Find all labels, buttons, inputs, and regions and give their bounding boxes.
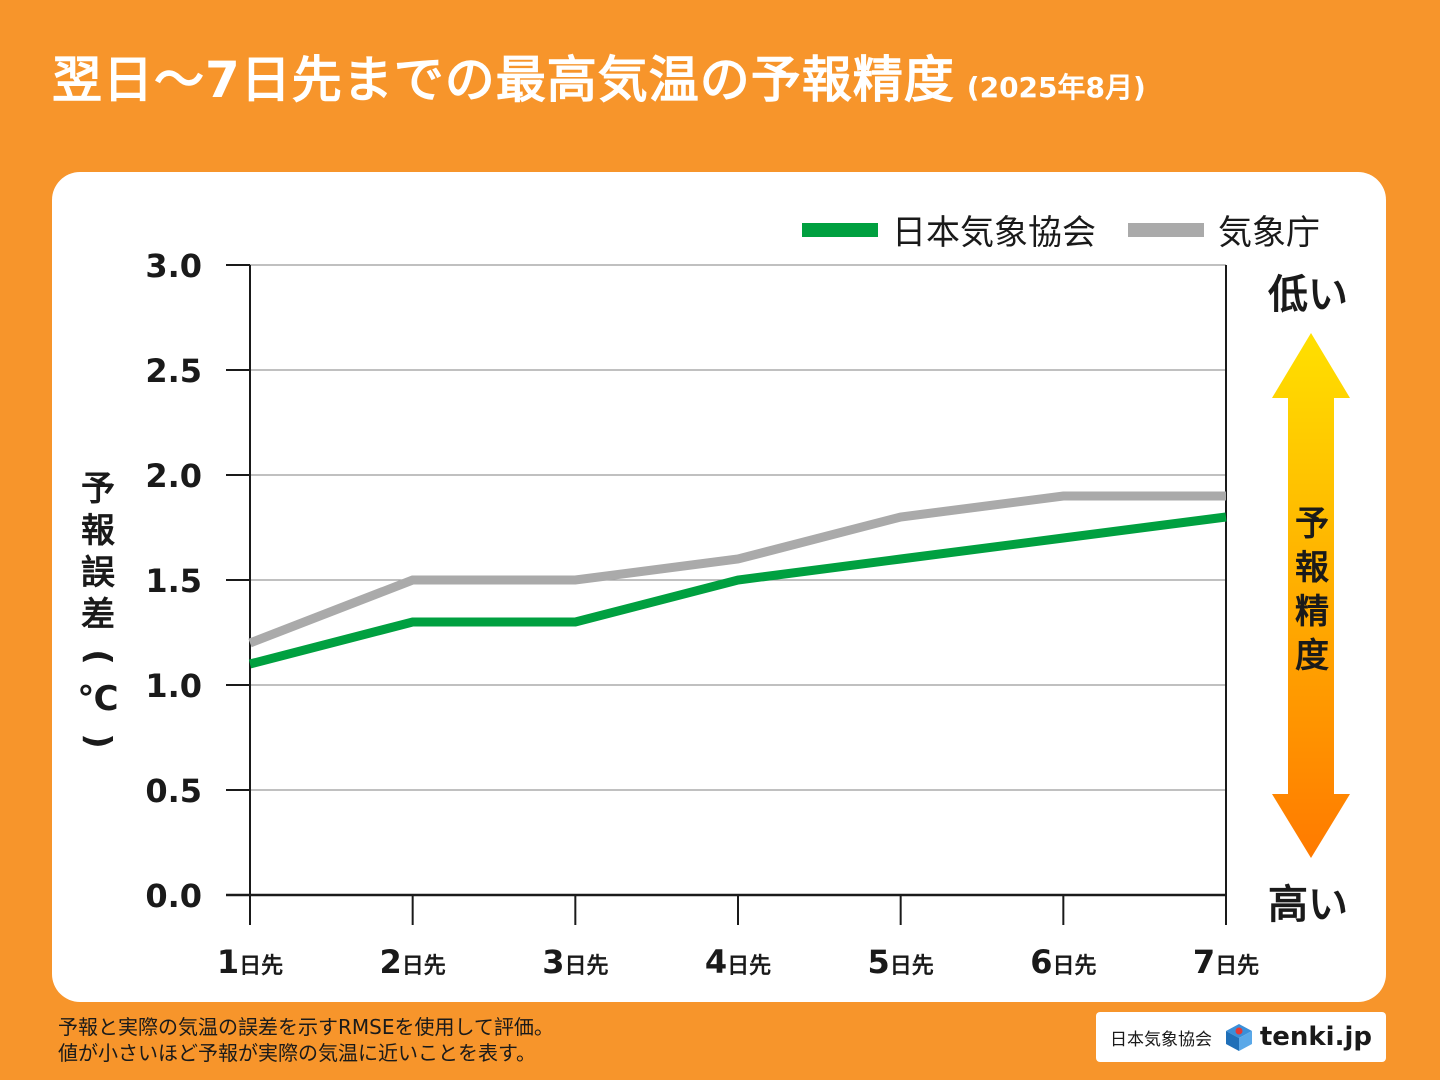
legend-label-jwa: 日本気象協会 [892, 213, 1096, 253]
y-tick-label: 0.0 [145, 877, 202, 915]
y-axis-label-char: 予 [81, 469, 115, 509]
tenki-logo[interactable]: tenki.jp [1224, 1022, 1372, 1052]
y-axis-label-char: ℃ [77, 679, 119, 719]
accuracy-label-char: 報 [1295, 548, 1329, 588]
accuracy-arrow [1272, 333, 1350, 858]
x-tick-label: 5日先 [868, 943, 934, 981]
legend-swatch-jwa [802, 222, 878, 237]
chart-title: 翌日〜7日先までの最高気温の予報精度 (2025年8月) [52, 55, 1146, 105]
accuracy-label-char: 予 [1295, 504, 1329, 544]
legend-item-jma: 気象庁 [1128, 205, 1320, 254]
y-axis-label: 予 報 誤 差 ( ℃ ) [76, 468, 120, 762]
x-tick-label: 6日先 [1030, 943, 1096, 981]
footnote: 予報と実際の気温の誤差を示すRMSEを使用して評価。 値が小さいほど予報が実際の… [58, 1014, 554, 1066]
y-tick-label: 3.0 [145, 247, 202, 285]
series-line-jma [248, 491, 1226, 648]
footnote-line: 値が小さいほど予報が実際の気温に近いことを表す。 [58, 1041, 536, 1065]
y-axis-label-char: ( [78, 649, 118, 665]
y-tick-label: 0.5 [145, 772, 202, 810]
legend-swatch-jma [1128, 222, 1204, 237]
footnote-line: 予報と実際の気温の誤差を示すRMSEを使用して評価。 [58, 1015, 554, 1039]
accuracy-high-label: 高い [1268, 882, 1348, 928]
accuracy-low-label: 低い [1268, 272, 1348, 318]
y-tick-label: 1.0 [145, 667, 202, 705]
x-tick-label: 1日先 [217, 943, 283, 981]
x-tick-label: 3日先 [542, 943, 608, 981]
y-axis-label-char: ) [78, 733, 118, 749]
legend-label-jma: 気象庁 [1218, 213, 1320, 253]
brand-badge: 日本気象協会 tenki.jp [1096, 1012, 1386, 1062]
accuracy-label-char: 精 [1295, 592, 1329, 632]
chart-title-main: 翌日〜7日先までの最高気温の予報精度 [52, 51, 955, 109]
x-tick-label: 7日先 [1193, 943, 1259, 981]
y-axis-label-char: 誤 [81, 553, 115, 593]
y-axis-label-char: 報 [81, 511, 115, 551]
legend-item-jwa: 日本気象協会 [802, 205, 1096, 254]
y-tick-label: 2.5 [145, 352, 202, 390]
legend: 日本気象協会 気象庁 [788, 205, 1320, 254]
y-tick-label: 2.0 [145, 457, 202, 495]
y-axis-label-char: 差 [81, 595, 115, 635]
accuracy-axis-label: 予 報 精 度 [1290, 502, 1334, 678]
x-tick-label: 2日先 [380, 943, 446, 981]
accuracy-label-char: 度 [1295, 636, 1329, 676]
x-tick-label: 4日先 [705, 943, 771, 981]
brand-site: tenki.jp [1259, 1022, 1372, 1052]
tenki-cube-icon [1225, 1024, 1252, 1051]
chart-title-sub: (2025年8月) [966, 71, 1146, 104]
y-tick-label: 1.5 [145, 562, 202, 600]
brand-org: 日本気象協会 [1110, 1029, 1212, 1050]
